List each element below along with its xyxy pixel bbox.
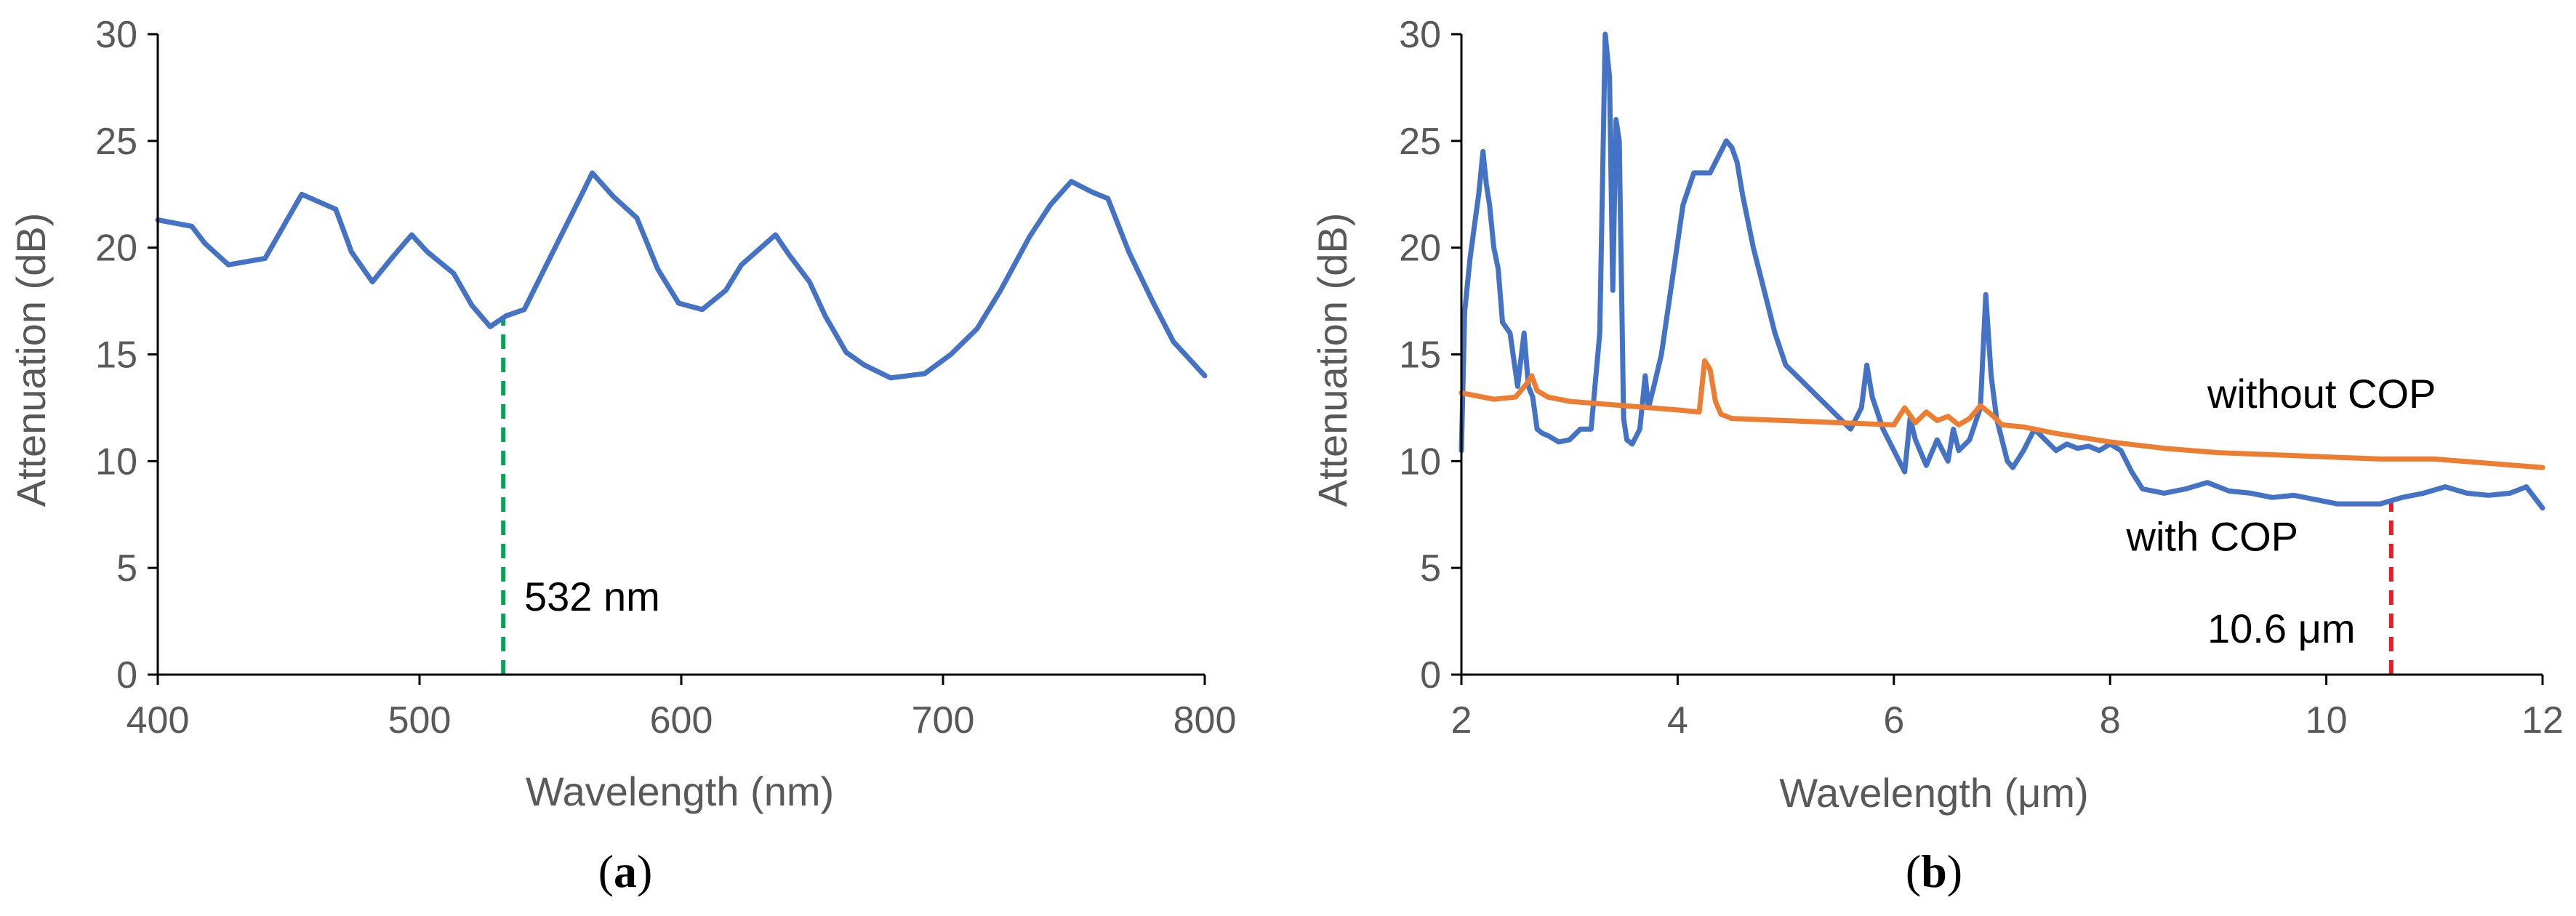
y-tick-label: 5: [1420, 547, 1441, 590]
y-tick-label: 25: [95, 121, 137, 163]
y-tick-label: 0: [1420, 654, 1441, 696]
chart-panel-b: 0 5 10 15 20 25 30 2 4 6 8 10 12 without COP with CO…: [1309, 14, 2564, 897]
x-tick-label: 700: [912, 699, 975, 742]
y-tick-label: 25: [1399, 121, 1441, 163]
series-line-1: [1458, 31, 2545, 511]
y-tick-label: 20: [95, 228, 137, 270]
x-tick-label: 2: [1451, 699, 1472, 742]
x-tick-label: 800: [1173, 699, 1237, 742]
panel-label: (a): [598, 845, 653, 897]
annotation-label: 532 nm: [524, 574, 660, 619]
x-tick-label: 4: [1667, 699, 1688, 742]
y-tick-label: 15: [95, 334, 137, 377]
annotation-label: 10.6 μm: [2207, 606, 2355, 651]
annotation-label: with COP: [2126, 514, 2299, 560]
y-tick-label: 10: [1399, 441, 1441, 483]
x-tick-label: 10: [2306, 699, 2348, 742]
chart-panel-a: 0 5 10 15 20 25 30 400 500 600 700 800 532 nm Wave…: [8, 14, 1236, 897]
y-tick-label: 15: [1399, 334, 1441, 377]
y-tick-label: 5: [116, 547, 137, 590]
y-axis-title: Attenuation (dB): [8, 213, 54, 507]
panel-label: (b): [1906, 845, 1962, 897]
y-tick-label: 30: [95, 14, 137, 56]
x-tick-label: 8: [2100, 699, 2121, 742]
x-tick-label: 6: [1883, 699, 1904, 742]
y-tick-label: 20: [1399, 228, 1441, 270]
x-tick-label: 500: [388, 699, 452, 742]
y-tick-label: 10: [95, 441, 137, 483]
x-tick-label: 12: [2521, 699, 2564, 742]
y-tick-label: 30: [1399, 14, 1441, 56]
series-line-1: [155, 170, 1208, 381]
series-line-2: [1458, 358, 2545, 470]
x-axis-title: Wavelength (nm): [526, 768, 834, 814]
x-axis-title: Wavelength (μm): [1779, 770, 2088, 816]
annotation-label: without COP: [2207, 371, 2436, 417]
x-tick-label: 600: [650, 699, 713, 742]
y-tick-label: 0: [116, 654, 137, 696]
x-tick-label: 400: [127, 699, 190, 742]
y-axis-title: Attenuation (dB): [1309, 213, 1355, 507]
